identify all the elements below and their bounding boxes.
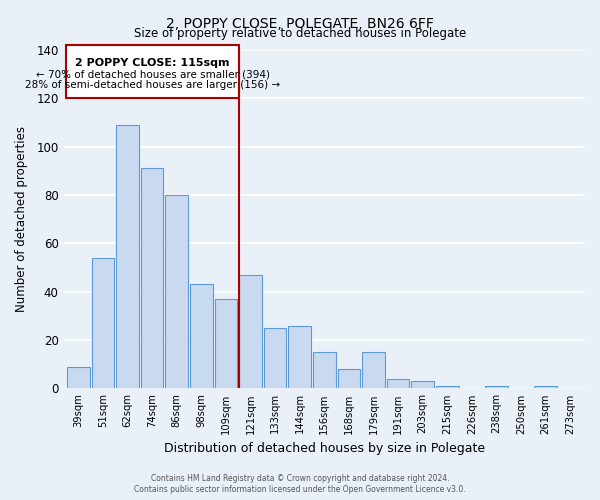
Bar — [436, 386, 458, 388]
Bar — [141, 168, 163, 388]
Text: Contains HM Land Registry data © Crown copyright and database right 2024.
Contai: Contains HM Land Registry data © Crown c… — [134, 474, 466, 494]
Bar — [67, 366, 89, 388]
Text: 2 POPPY CLOSE: 115sqm: 2 POPPY CLOSE: 115sqm — [76, 58, 230, 68]
Bar — [215, 299, 237, 388]
Y-axis label: Number of detached properties: Number of detached properties — [15, 126, 28, 312]
Bar — [66, 45, 239, 98]
Bar — [92, 258, 114, 388]
Bar — [387, 379, 409, 388]
Bar — [166, 195, 188, 388]
Text: Size of property relative to detached houses in Polegate: Size of property relative to detached ho… — [134, 28, 466, 40]
Bar — [264, 328, 286, 388]
Bar — [116, 125, 139, 388]
Text: 28% of semi-detached houses are larger (156) →: 28% of semi-detached houses are larger (… — [25, 80, 280, 90]
Text: 2, POPPY CLOSE, POLEGATE, BN26 6FF: 2, POPPY CLOSE, POLEGATE, BN26 6FF — [166, 18, 434, 32]
Bar — [412, 381, 434, 388]
Bar — [362, 352, 385, 389]
X-axis label: Distribution of detached houses by size in Polegate: Distribution of detached houses by size … — [164, 442, 485, 455]
Bar — [535, 386, 557, 388]
Bar — [190, 284, 212, 389]
Bar — [313, 352, 335, 389]
Bar — [239, 275, 262, 388]
Bar — [338, 369, 360, 388]
Bar — [289, 326, 311, 388]
Text: ← 70% of detached houses are smaller (394): ← 70% of detached houses are smaller (39… — [35, 69, 269, 79]
Bar — [485, 386, 508, 388]
